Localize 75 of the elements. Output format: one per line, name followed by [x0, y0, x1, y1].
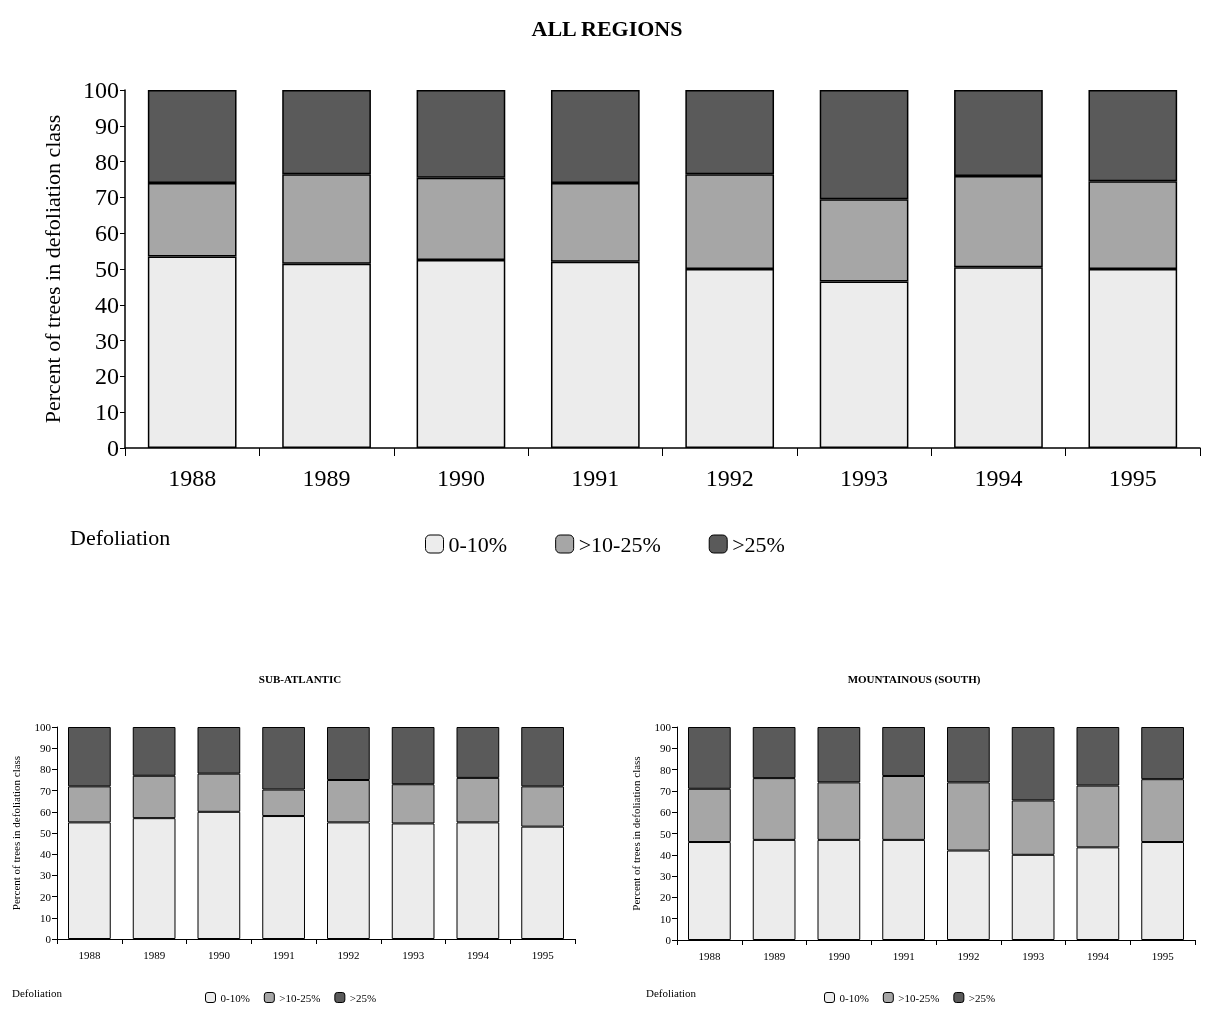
- y-tick-label: 40: [95, 291, 119, 318]
- x-tick-label: 1993: [1022, 949, 1045, 962]
- x-tick-label: 1989: [143, 948, 166, 961]
- x-tick-label: 1995: [531, 948, 555, 961]
- legend-label: >10-25%: [898, 991, 940, 1004]
- y-tick-label: 0: [665, 934, 672, 946]
- x-tick-label: 1988: [168, 465, 217, 491]
- y-tick-label: 20: [95, 363, 119, 390]
- y-tick-label: 10: [40, 911, 52, 924]
- x-tick-label: 1994: [974, 465, 1023, 491]
- y-axis-title: Percent of trees in defoliation class: [39, 114, 65, 424]
- y-tick-label: 70: [660, 784, 672, 797]
- y-tick-label: 100: [34, 721, 52, 733]
- x-tick-label: 1995: [1108, 465, 1157, 491]
- x-tick-label: 1991: [571, 465, 620, 491]
- legend-label: >10-25%: [279, 991, 321, 1004]
- y-tick-label: 90: [95, 112, 119, 139]
- y-tick-label: 50: [660, 827, 672, 840]
- y-tick-label: 0: [45, 933, 52, 945]
- x-tick-label: 1990: [827, 949, 851, 962]
- y-tick-label: 90: [40, 742, 52, 755]
- y-tick-label: 60: [40, 805, 52, 818]
- legend-label: >25%: [968, 991, 996, 1004]
- legend-label: 0-10%: [220, 991, 250, 1004]
- legend-label: 0-10%: [839, 991, 869, 1004]
- x-tick-label: 1994: [466, 948, 490, 961]
- legend-title: Defoliation: [646, 986, 697, 999]
- y-tick-label: 70: [95, 184, 119, 211]
- y-tick-label: 20: [40, 890, 52, 903]
- y-axis-title: Percent of trees in defoliation class: [629, 756, 642, 911]
- x-tick-label: 1988: [698, 949, 721, 962]
- x-tick-label: 1991: [892, 949, 915, 962]
- x-tick-label: 1991: [272, 948, 295, 961]
- y-tick-label: 30: [95, 327, 119, 354]
- y-tick-label: 80: [40, 763, 52, 776]
- chart-title: ALL REGIONS: [531, 15, 683, 41]
- y-tick-label: 20: [660, 891, 672, 904]
- legend-label: >10-25%: [578, 531, 661, 557]
- x-tick-label: 1993: [402, 948, 425, 961]
- y-tick-label: 40: [660, 848, 672, 861]
- x-tick-label: 1990: [436, 465, 485, 491]
- x-tick-label: 1992: [957, 949, 980, 962]
- legend-title: Defoliation: [12, 986, 63, 999]
- y-tick-label: 70: [40, 784, 52, 797]
- y-tick-label: 30: [660, 870, 672, 883]
- y-tick-label: 10: [95, 399, 119, 426]
- y-tick-label: 0: [107, 435, 119, 461]
- y-tick-label: 30: [40, 869, 52, 882]
- x-tick-label: 1993: [840, 465, 889, 491]
- y-tick-label: 10: [660, 912, 672, 925]
- y-tick-label: 60: [660, 806, 672, 819]
- x-tick-label: 1992: [337, 948, 360, 961]
- legend-label: 0-10%: [448, 531, 508, 557]
- y-tick-label: 60: [95, 220, 119, 247]
- x-tick-label: 1992: [705, 465, 754, 491]
- y-tick-label: 80: [95, 148, 119, 175]
- y-tick-label: 100: [83, 77, 119, 103]
- y-tick-label: 50: [95, 256, 119, 282]
- x-tick-label: 1990: [207, 948, 231, 961]
- y-tick-label: 100: [654, 721, 672, 733]
- y-axis-title: Percent of trees in defoliation class: [9, 755, 22, 911]
- x-tick-label: 1989: [302, 465, 351, 491]
- x-tick-label: 1994: [1086, 949, 1110, 962]
- x-tick-label: 1995: [1151, 949, 1175, 962]
- y-tick-label: 80: [660, 763, 672, 776]
- y-tick-label: 90: [660, 742, 672, 755]
- x-tick-label: 1988: [78, 948, 101, 961]
- chart-title: SUB-ATLANTIC: [258, 672, 342, 685]
- chart-title: MOUNTAINOUS (SOUTH): [847, 672, 981, 686]
- y-tick-label: 40: [40, 848, 52, 861]
- legend-title: Defoliation: [70, 524, 171, 550]
- y-tick-label: 50: [40, 827, 52, 839]
- legend-label: >25%: [349, 991, 377, 1004]
- x-tick-label: 1989: [763, 949, 786, 962]
- legend-label: >25%: [732, 531, 785, 557]
